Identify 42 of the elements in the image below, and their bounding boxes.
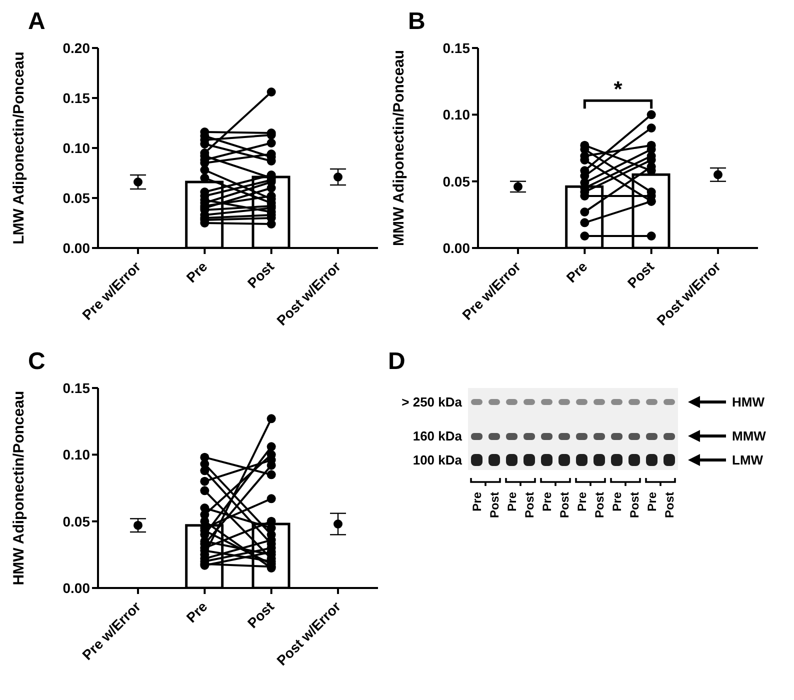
text: MMW xyxy=(732,428,767,444)
text: > 250 kDa xyxy=(402,394,463,410)
y-tick-label: 0.00 xyxy=(442,240,470,256)
annotation: * xyxy=(614,76,623,102)
text: Post xyxy=(592,492,606,518)
text: Pre xyxy=(504,492,519,512)
text: Pre xyxy=(574,492,589,512)
text: Post xyxy=(557,492,572,518)
y-tick-label: 0.10 xyxy=(62,140,90,156)
y-tick-label: 0.10 xyxy=(442,106,470,123)
y-tick-label: 0.15 xyxy=(62,90,90,106)
chart-title: A xyxy=(28,8,46,36)
y-tick-label: 0.20 xyxy=(62,40,90,56)
text: Pre xyxy=(644,492,659,512)
text: D xyxy=(388,348,406,376)
text: Pre xyxy=(540,492,554,512)
text: 160 kDa xyxy=(412,428,463,444)
chart-title: B xyxy=(408,8,426,36)
x-tick-label: Pre xyxy=(563,258,590,286)
text: Pre xyxy=(470,492,484,512)
y-tick-label: 0.05 xyxy=(442,173,470,190)
y-tick-label: 0.00 xyxy=(62,240,90,256)
y-tick-label: 0.05 xyxy=(62,190,90,206)
y-tick-label: 0.15 xyxy=(62,380,90,396)
text: HMW xyxy=(732,394,766,410)
chart-title: C xyxy=(28,348,46,376)
text: Post xyxy=(487,492,502,518)
text: Post xyxy=(662,492,676,518)
y-tick-label: 0.05 xyxy=(62,513,90,530)
x-tick-label: Pre xyxy=(183,258,210,286)
text: LMW xyxy=(732,452,764,468)
x-tick-label: Pre xyxy=(183,598,210,626)
y-axis-title: MMW Adiponectin/Ponceau xyxy=(390,50,408,246)
text: Pre xyxy=(610,492,624,512)
y-tick-label: 0.10 xyxy=(62,446,90,463)
text: 100 kDa xyxy=(412,452,463,468)
y-tick-label: 0.00 xyxy=(62,580,90,596)
text: Post xyxy=(627,492,642,518)
text: Post xyxy=(522,492,536,518)
y-tick-label: 0.15 xyxy=(442,40,470,56)
y-axis-title: HMW Adiponectin/Ponceau xyxy=(10,390,28,586)
y-axis-title: LMW Adiponectin/Ponceau xyxy=(10,52,28,244)
